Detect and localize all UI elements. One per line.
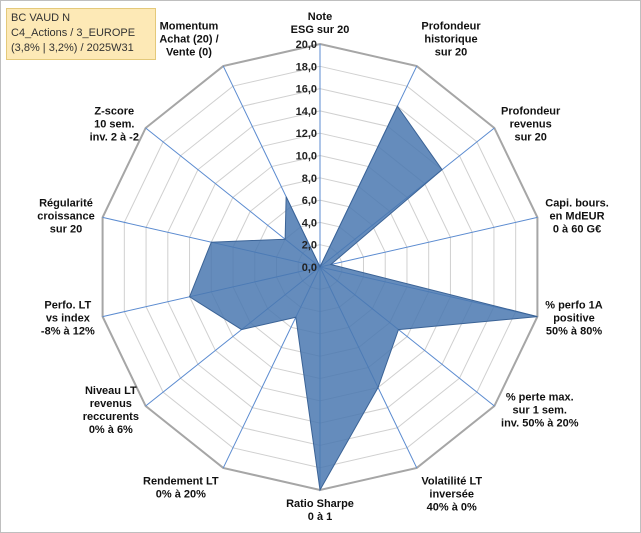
axis-label: sur 20 bbox=[435, 47, 467, 59]
tick-label: 4,0 bbox=[302, 217, 317, 229]
tick-label: 2,0 bbox=[302, 240, 317, 252]
tick-label: 6,0 bbox=[302, 195, 317, 207]
series-area bbox=[188, 105, 538, 492]
info-box: BC VAUD N C4_Actions / 3_EUROPE (3,8% | … bbox=[6, 8, 156, 60]
tick-label: 16,0 bbox=[296, 84, 317, 96]
axis-label: 10 sem. bbox=[94, 119, 134, 131]
axis-label: 0 à 1 bbox=[308, 511, 332, 523]
axis-label: reccurents bbox=[83, 411, 139, 423]
axis-label: Perfo. LT bbox=[44, 299, 91, 311]
axis-label: 0 à 60 G€ bbox=[553, 224, 601, 236]
radar-area-layer bbox=[188, 105, 538, 492]
axis-label: 0% à 20% bbox=[156, 488, 206, 500]
axis-label: Capi. bours. bbox=[545, 198, 609, 210]
axis-label: inv. 2 à -2 bbox=[90, 132, 139, 144]
axis-label: ESG sur 20 bbox=[291, 24, 350, 36]
tick-label: 14,0 bbox=[296, 106, 317, 118]
info-box-line2: C4_Actions / 3_EUROPE bbox=[11, 27, 136, 39]
axis-label: Momentum bbox=[160, 21, 219, 33]
axis-label: Note bbox=[308, 11, 332, 23]
axis-label: positive bbox=[553, 312, 595, 324]
info-box-line3: (3,8% | 3,2%) / 2025W31 bbox=[11, 42, 134, 54]
axis-label: en MdEUR bbox=[550, 211, 605, 223]
axis-label: 40% à 0% bbox=[427, 501, 477, 513]
tick-label: 0,0 bbox=[302, 262, 317, 274]
tick-label: 20,0 bbox=[296, 39, 317, 51]
info-box-line1: BC VAUD N bbox=[11, 12, 71, 24]
axis-label: Achat (20) / bbox=[159, 34, 218, 46]
axis-label: Régularité bbox=[39, 198, 93, 210]
tick-label: 18,0 bbox=[296, 61, 317, 73]
radar-tick-labels: 0,0 2,0 4,0 6,0 8,0 10,0 12,0 14,0 16,0 18,0 20,0 bbox=[296, 39, 317, 274]
axis-label: Profondeur bbox=[421, 21, 481, 33]
tick-label: 12,0 bbox=[296, 128, 317, 140]
axis-label: inv. 50% à 20% bbox=[501, 417, 579, 429]
tick-label: 10,0 bbox=[296, 151, 317, 163]
axis-label: croissance bbox=[37, 211, 94, 223]
axis-label: sur 20 bbox=[50, 224, 82, 236]
axis-label: % perte max. bbox=[506, 391, 574, 403]
axis-label: Rendement LT bbox=[143, 475, 219, 487]
axis-label: revenus bbox=[90, 398, 132, 410]
axis-label: sur 20 bbox=[514, 132, 546, 144]
axis-label: Vente (0) bbox=[166, 47, 212, 59]
axis-label: Profondeur bbox=[501, 106, 561, 118]
tick-label: 8,0 bbox=[302, 173, 317, 185]
axis-label: Niveau LT bbox=[85, 385, 137, 397]
axis-label: vs index bbox=[46, 312, 91, 324]
axis-label: inversée bbox=[429, 488, 474, 500]
axis-label: historique bbox=[424, 34, 477, 46]
axis-label: sur 1 sem. bbox=[513, 404, 567, 416]
axis-label: Volatilité LT bbox=[421, 475, 482, 487]
axis-label: Z-score bbox=[94, 106, 134, 118]
axis-label: % perfo 1A bbox=[545, 299, 603, 311]
axis-label: Ratio Sharpe bbox=[286, 498, 354, 510]
axis-label: revenus bbox=[510, 119, 552, 131]
axis-label: 50% à 80% bbox=[546, 325, 602, 337]
spoke-line bbox=[319, 216, 538, 268]
axis-label: -8% à 12% bbox=[41, 325, 95, 337]
axis-label: 0% à 6% bbox=[89, 424, 133, 436]
